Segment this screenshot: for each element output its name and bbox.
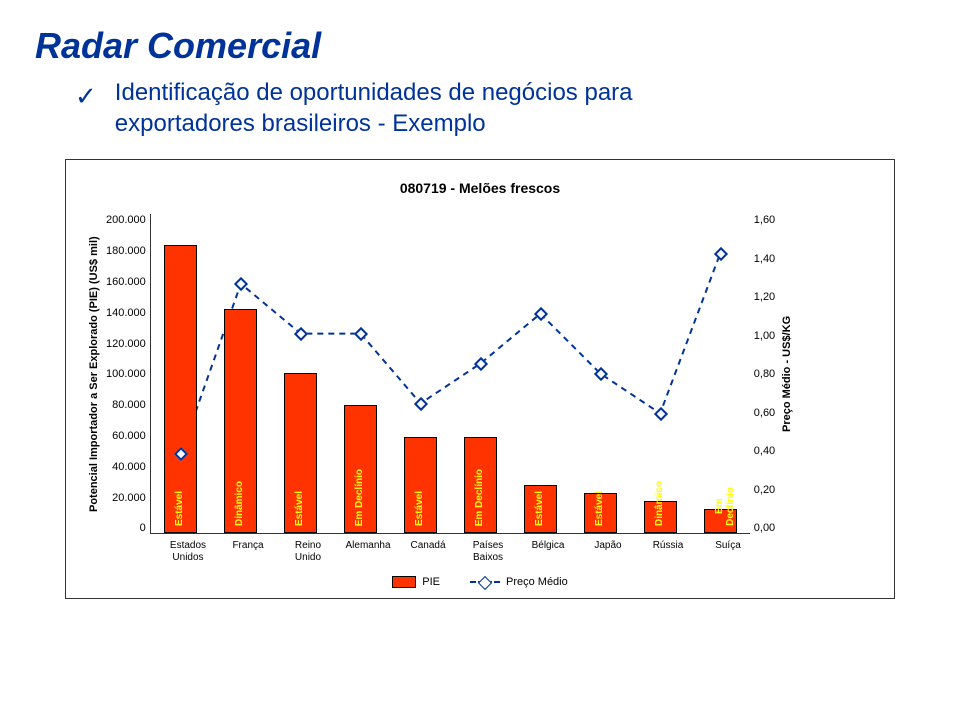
y-right-ticks: 1,60 1,40 1,20 1,00 0,80 0,60 0,40 0,20 0,00 — [750, 214, 779, 534]
y-right-tick: 1,00 — [754, 330, 775, 342]
subtitle-row: ✓ Identificação de oportunidades de negó… — [75, 77, 925, 139]
y-right-tick: 0,80 — [754, 368, 775, 380]
y-left-tick: 40.000 — [112, 461, 146, 473]
y-left-tick: 100.000 — [106, 368, 146, 380]
x-label: EstadosUnidos — [158, 534, 218, 564]
y-left-tick: 60.000 — [112, 430, 146, 442]
y-left-tick: 0 — [140, 522, 146, 534]
subtitle-line1: Identificação de oportunidades de negóci… — [115, 79, 633, 106]
x-label: Canadá — [398, 534, 458, 564]
legend-line: Preço Médio — [470, 576, 568, 588]
price-marker — [234, 277, 248, 291]
y-left-tick: 160.000 — [106, 276, 146, 288]
y-left-tick: 200.000 — [106, 214, 146, 226]
x-label: ReinoUnido — [278, 534, 338, 564]
y-right-label: Preço Médio - US$/KG — [779, 214, 795, 534]
x-label: Rússia — [638, 534, 698, 564]
plot: EstávelDinâmicoEstávelEm DeclínioEstável… — [150, 214, 750, 534]
y-right-tick: 0,60 — [754, 407, 775, 419]
y-right-tick: 0,00 — [754, 522, 775, 534]
x-label: Suíça — [698, 534, 758, 564]
y-left-tick: 80.000 — [112, 399, 146, 411]
y-right-tick: 1,20 — [754, 291, 775, 303]
price-marker — [294, 327, 308, 341]
x-label: PaísesBaixos — [458, 534, 518, 564]
y-left-tick: 140.000 — [106, 307, 146, 319]
y-left-tick: 120.000 — [106, 338, 146, 350]
x-label: Bélgica — [518, 534, 578, 564]
y-left-ticks: 200.000 180.000 160.000 140.000 120.000 100.0… — [102, 214, 150, 534]
chart-title: 080719 - Melões frescos — [86, 180, 874, 196]
legend: PIE Preço Médio — [86, 576, 874, 588]
y-left-tick: 20.000 — [112, 492, 146, 504]
price-marker — [474, 357, 488, 371]
y-right-tick: 1,60 — [754, 214, 775, 226]
y-left-tick: 180.000 — [106, 245, 146, 257]
chart-frame: 080719 - Melões frescos Potencial Import… — [65, 159, 895, 599]
y-right-tick: 1,40 — [754, 253, 775, 265]
price-marker — [594, 367, 608, 381]
x-axis-labels: EstadosUnidosFrançaReinoUnidoAlemanhaCan… — [158, 534, 758, 564]
page-title: Radar Comercial — [35, 25, 925, 67]
price-marker — [654, 407, 668, 421]
x-label: França — [218, 534, 278, 564]
legend-bar: PIE — [392, 576, 440, 588]
y-right-tick: 0,40 — [754, 445, 775, 457]
legend-line-label: Preço Médio — [506, 576, 568, 588]
subtitle: Identificação de oportunidades de negóci… — [115, 77, 633, 139]
y-right-tick: 0,20 — [754, 484, 775, 496]
x-label: Japão — [578, 534, 638, 564]
price-marker — [414, 397, 428, 411]
marker-layer — [151, 214, 750, 533]
chart-area: Potencial Importador a Ser Explorado (PI… — [86, 214, 874, 534]
legend-line-swatch — [470, 581, 500, 583]
legend-bar-label: PIE — [422, 576, 440, 588]
price-marker — [534, 307, 548, 321]
legend-bar-swatch — [392, 576, 416, 588]
price-marker — [714, 247, 728, 261]
x-label: Alemanha — [338, 534, 398, 564]
price-marker — [174, 447, 188, 461]
y-left-label: Potencial Importador a Ser Explorado (PI… — [86, 214, 102, 534]
check-icon: ✓ — [75, 81, 97, 112]
price-marker — [354, 327, 368, 341]
subtitle-line2: exportadores brasileiros - Exemplo — [115, 110, 486, 137]
